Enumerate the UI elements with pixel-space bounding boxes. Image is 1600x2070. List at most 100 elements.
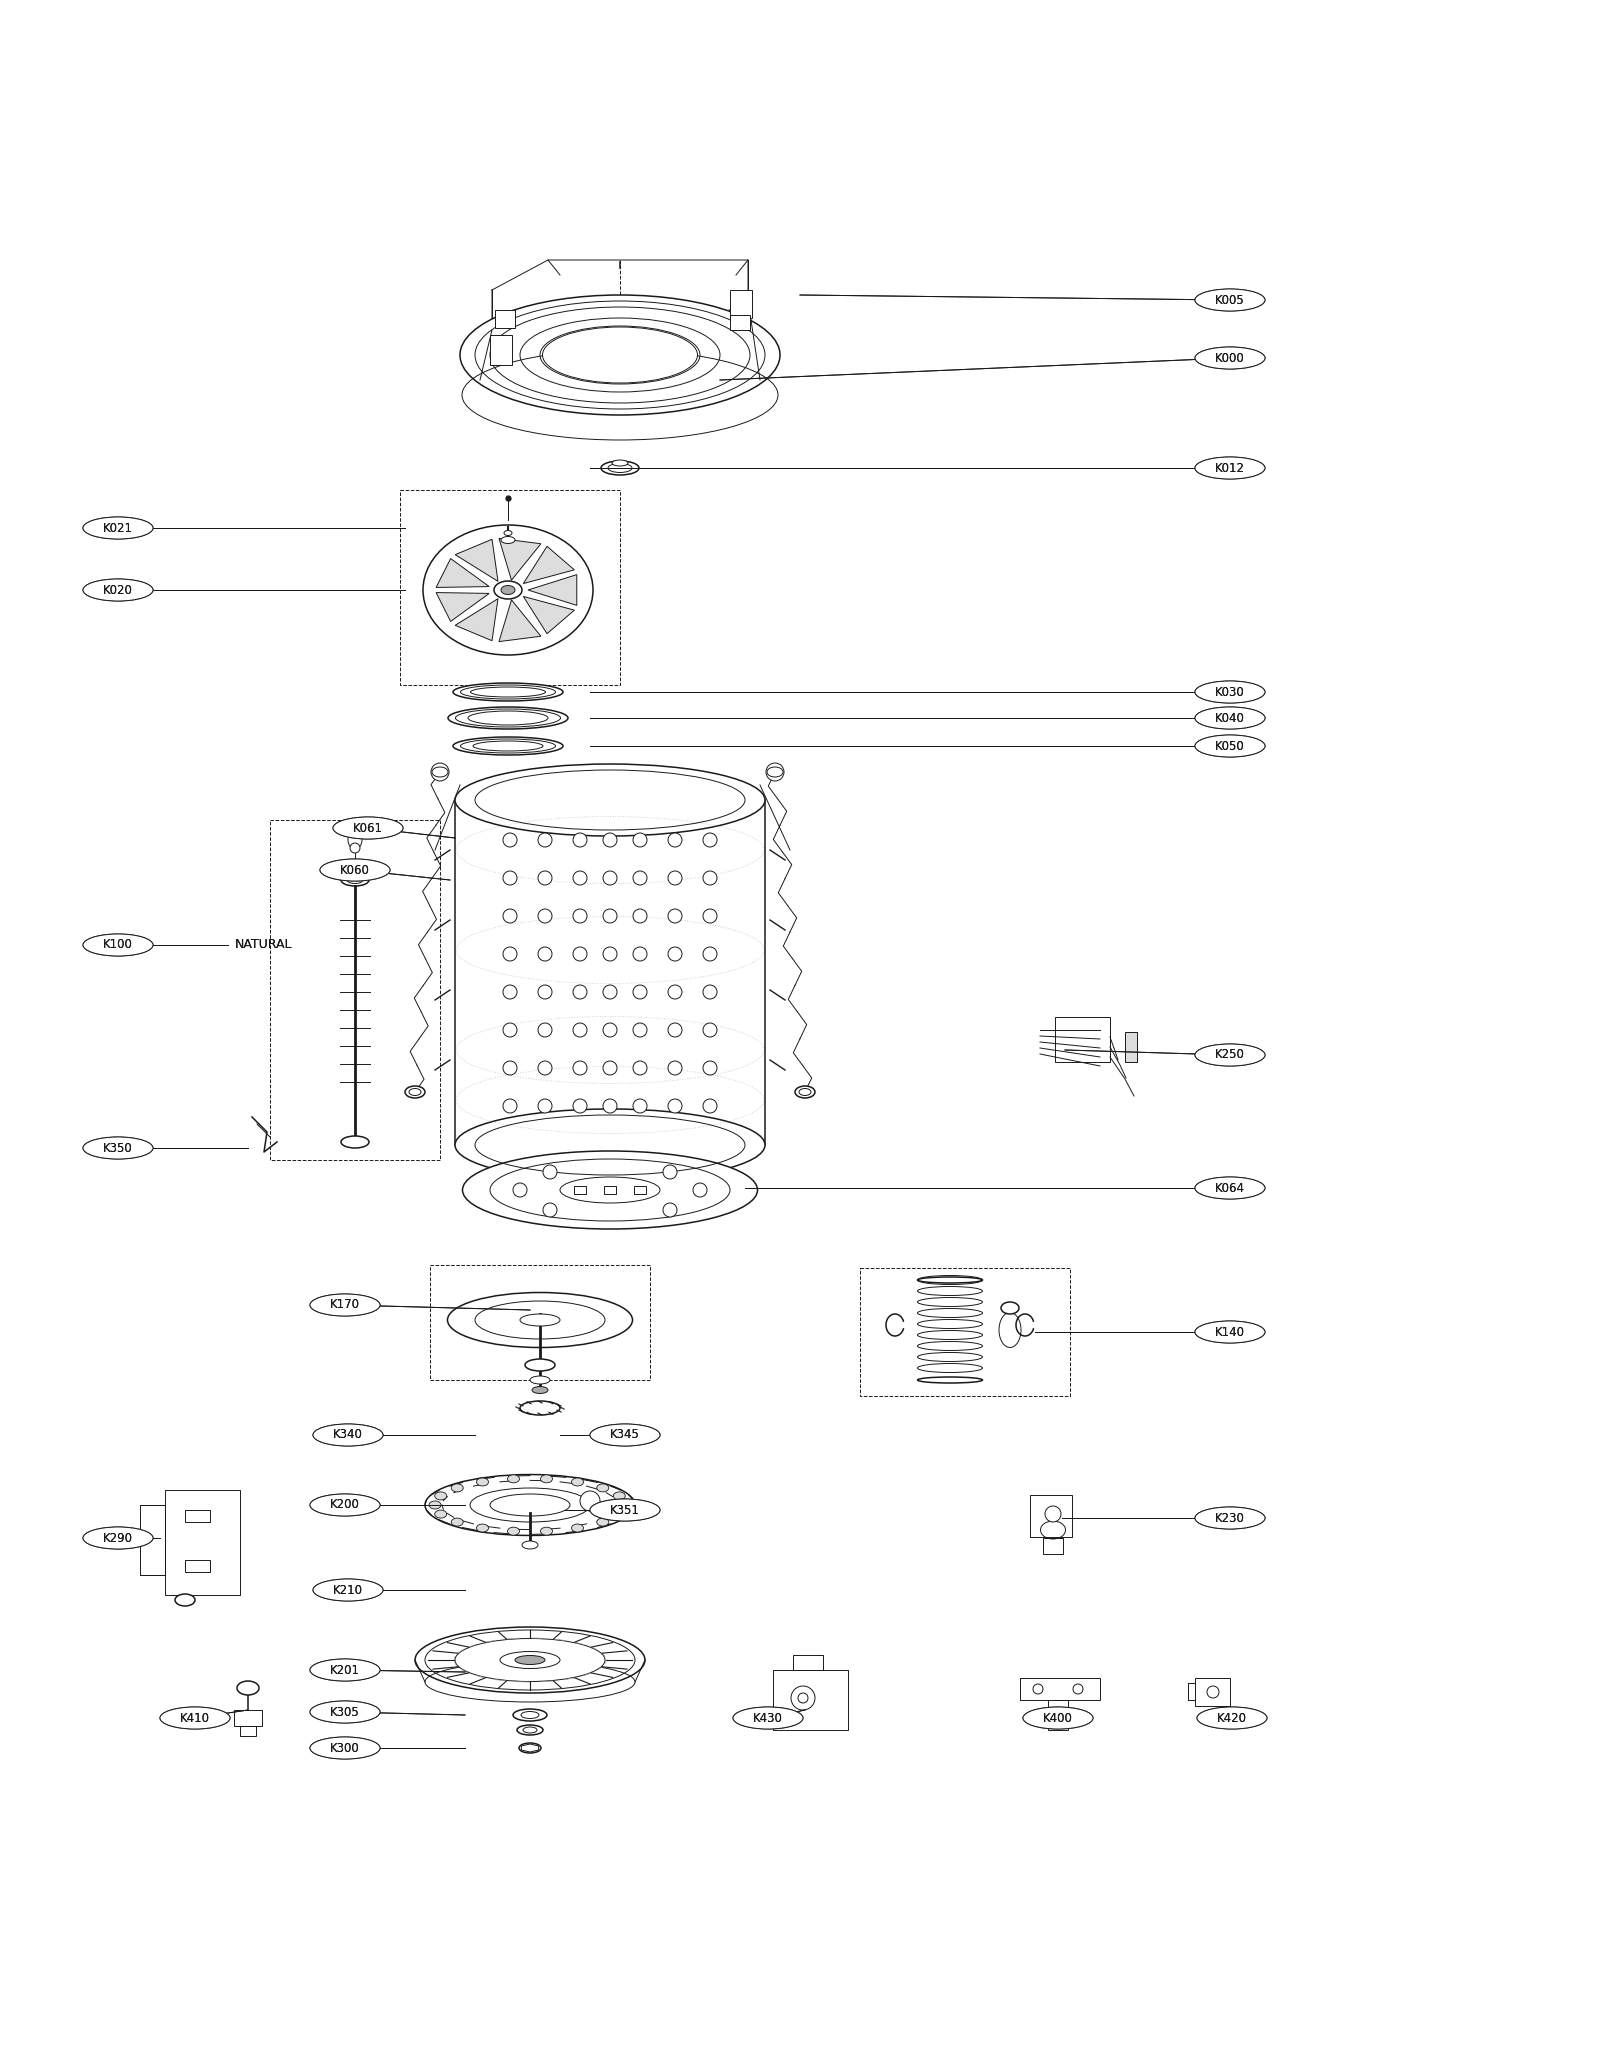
Ellipse shape — [435, 1492, 446, 1501]
Circle shape — [702, 909, 717, 923]
Ellipse shape — [160, 1708, 230, 1728]
Text: K064: K064 — [1214, 1182, 1245, 1194]
Ellipse shape — [470, 687, 546, 698]
Text: K200: K200 — [330, 1499, 360, 1511]
Circle shape — [634, 871, 646, 886]
Ellipse shape — [237, 1681, 259, 1695]
Circle shape — [603, 871, 618, 886]
Ellipse shape — [1195, 681, 1266, 704]
Ellipse shape — [83, 518, 154, 538]
Ellipse shape — [1195, 1043, 1266, 1066]
Polygon shape — [499, 600, 541, 642]
Polygon shape — [454, 540, 498, 582]
Bar — [773, 1670, 848, 1731]
Text: K050: K050 — [1214, 739, 1245, 753]
Circle shape — [573, 832, 587, 847]
Ellipse shape — [590, 1499, 661, 1521]
Text: K345: K345 — [610, 1428, 640, 1441]
Ellipse shape — [314, 1424, 382, 1447]
Ellipse shape — [462, 1151, 757, 1230]
Text: K250: K250 — [1214, 1049, 1245, 1062]
Ellipse shape — [597, 1517, 608, 1526]
Ellipse shape — [1197, 1708, 1267, 1728]
Circle shape — [669, 909, 682, 923]
Circle shape — [1206, 1685, 1219, 1697]
Ellipse shape — [467, 710, 547, 724]
Circle shape — [538, 1062, 552, 1074]
Text: K170: K170 — [330, 1298, 360, 1312]
Circle shape — [798, 1693, 808, 1704]
Ellipse shape — [320, 859, 390, 882]
Text: NATURAL: NATURAL — [235, 938, 293, 952]
Polygon shape — [454, 598, 498, 642]
Ellipse shape — [341, 874, 370, 886]
Circle shape — [603, 946, 618, 960]
Text: K290: K290 — [102, 1532, 133, 1544]
Circle shape — [538, 946, 552, 960]
Circle shape — [702, 1023, 717, 1037]
Ellipse shape — [174, 1594, 195, 1606]
Ellipse shape — [83, 1136, 154, 1159]
Text: K061: K061 — [354, 822, 382, 834]
Text: K250: K250 — [1214, 1049, 1245, 1062]
Circle shape — [790, 1685, 814, 1710]
Bar — [240, 1726, 256, 1737]
Text: K410: K410 — [179, 1712, 210, 1724]
Ellipse shape — [619, 1501, 630, 1509]
Text: K060: K060 — [341, 863, 370, 876]
Circle shape — [702, 832, 717, 847]
Ellipse shape — [1195, 1043, 1266, 1066]
Ellipse shape — [507, 1474, 520, 1482]
Ellipse shape — [520, 1401, 560, 1416]
Ellipse shape — [310, 1737, 381, 1760]
Text: K340: K340 — [333, 1428, 363, 1441]
Ellipse shape — [917, 1277, 982, 1283]
Text: K300: K300 — [330, 1741, 360, 1755]
Ellipse shape — [1195, 290, 1266, 310]
Ellipse shape — [310, 1294, 381, 1317]
Circle shape — [542, 1165, 557, 1180]
Circle shape — [603, 909, 618, 923]
Ellipse shape — [998, 1312, 1021, 1348]
Text: K170: K170 — [330, 1298, 360, 1312]
Circle shape — [634, 832, 646, 847]
Text: K400: K400 — [1043, 1712, 1074, 1724]
Circle shape — [634, 909, 646, 923]
Ellipse shape — [453, 737, 563, 756]
Bar — [186, 1561, 210, 1571]
Ellipse shape — [1197, 1708, 1267, 1728]
Ellipse shape — [1022, 1708, 1093, 1728]
Polygon shape — [499, 538, 541, 580]
Ellipse shape — [766, 768, 782, 776]
Circle shape — [502, 946, 517, 960]
Text: K290: K290 — [102, 1532, 133, 1544]
Circle shape — [634, 1023, 646, 1037]
Ellipse shape — [499, 1652, 560, 1668]
Text: K305: K305 — [330, 1706, 360, 1718]
Ellipse shape — [474, 741, 542, 751]
Circle shape — [502, 832, 517, 847]
Ellipse shape — [310, 1702, 381, 1722]
Circle shape — [502, 909, 517, 923]
Ellipse shape — [490, 1495, 570, 1515]
Bar — [1030, 1495, 1072, 1538]
Bar — [574, 1186, 586, 1194]
Ellipse shape — [590, 1499, 661, 1521]
Circle shape — [502, 1099, 517, 1114]
Bar — [186, 1509, 210, 1521]
Bar — [1048, 1699, 1069, 1731]
Ellipse shape — [597, 1484, 608, 1492]
Text: K000: K000 — [1214, 352, 1245, 364]
Ellipse shape — [349, 830, 362, 849]
Text: K420: K420 — [1218, 1712, 1246, 1724]
Text: K300: K300 — [330, 1741, 360, 1755]
Ellipse shape — [514, 1710, 547, 1720]
Polygon shape — [528, 575, 576, 604]
Ellipse shape — [310, 1658, 381, 1681]
Circle shape — [538, 1023, 552, 1037]
Ellipse shape — [613, 1511, 626, 1517]
Circle shape — [603, 985, 618, 1000]
Ellipse shape — [571, 1524, 584, 1532]
Text: K410: K410 — [179, 1712, 210, 1724]
Ellipse shape — [448, 708, 568, 729]
